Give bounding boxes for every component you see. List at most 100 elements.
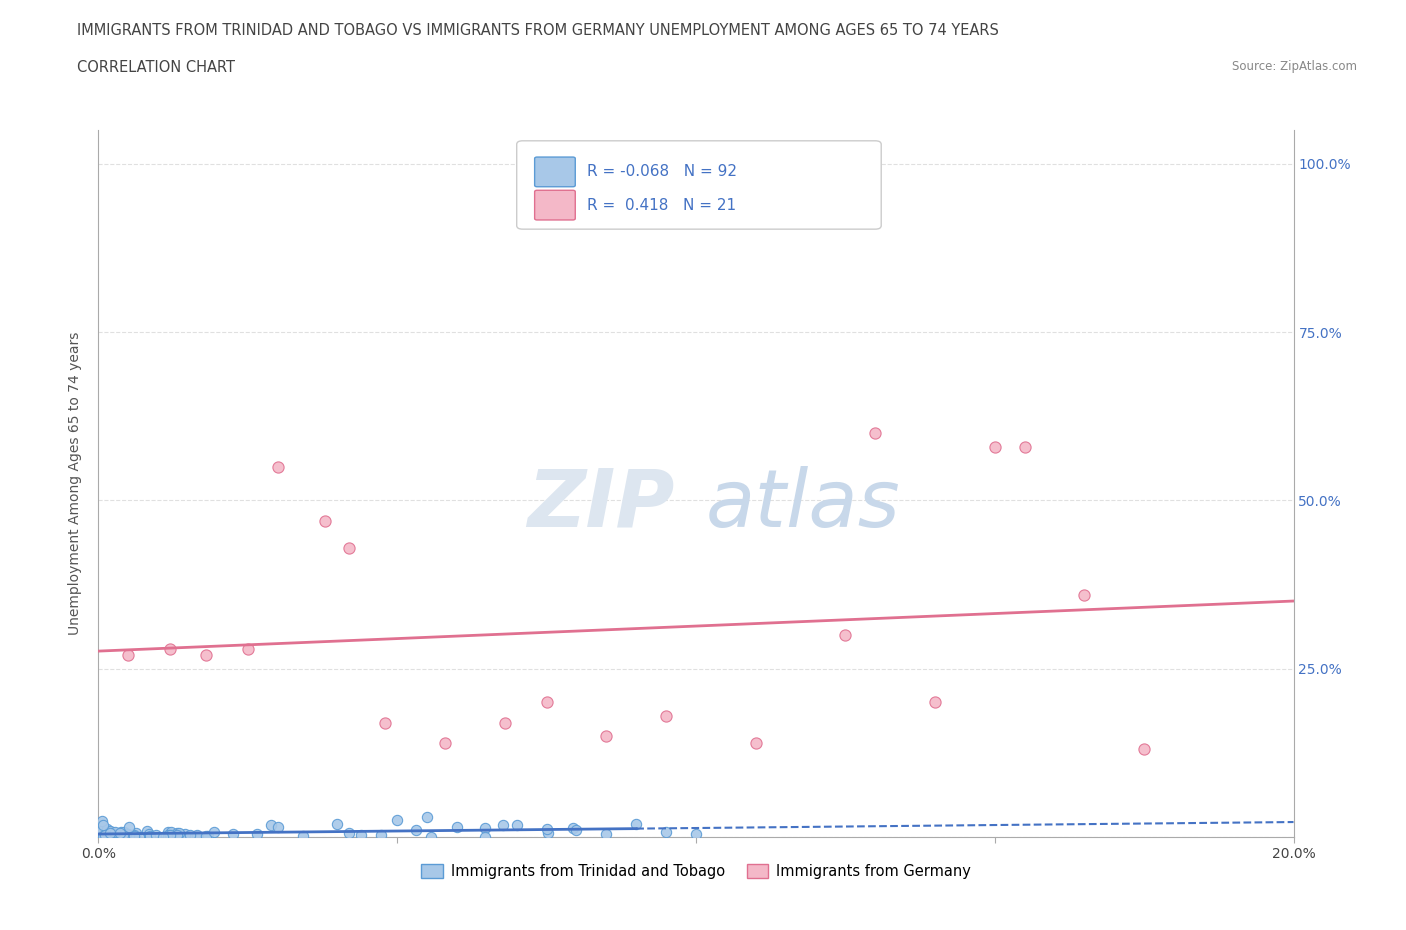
Point xyxy=(267,819,290,834)
Point xyxy=(105,827,128,842)
Point xyxy=(156,825,179,840)
Point xyxy=(105,829,128,844)
Point xyxy=(96,822,118,837)
Point xyxy=(98,826,121,841)
Legend: Immigrants from Trinidad and Tobago, Immigrants from Germany: Immigrants from Trinidad and Tobago, Imm… xyxy=(422,864,970,879)
Point xyxy=(120,828,142,843)
Point xyxy=(166,829,188,844)
Point xyxy=(138,829,160,844)
Point xyxy=(152,830,174,844)
Point xyxy=(561,821,583,836)
Text: CORRELATION CHART: CORRELATION CHART xyxy=(77,60,235,75)
Text: atlas: atlas xyxy=(706,466,901,544)
Point xyxy=(118,819,141,834)
Point xyxy=(195,648,218,663)
Point xyxy=(87,829,110,844)
Point xyxy=(222,827,245,842)
Point xyxy=(924,695,946,710)
Point xyxy=(104,825,127,840)
Point xyxy=(96,826,118,841)
Point xyxy=(236,641,259,656)
Point xyxy=(834,628,856,643)
Point xyxy=(337,826,360,841)
Text: Source: ZipAtlas.com: Source: ZipAtlas.com xyxy=(1232,60,1357,73)
Point xyxy=(169,828,191,843)
Point xyxy=(159,641,181,656)
FancyBboxPatch shape xyxy=(534,191,575,220)
Point xyxy=(107,827,129,842)
Text: R =  0.418   N = 21: R = 0.418 N = 21 xyxy=(588,197,737,213)
Point xyxy=(326,817,349,831)
Point xyxy=(156,828,179,843)
Point xyxy=(474,820,496,835)
Point xyxy=(114,827,136,842)
Point xyxy=(166,825,188,840)
Point xyxy=(138,827,160,842)
Point xyxy=(91,829,114,844)
Point xyxy=(90,824,112,839)
Point xyxy=(125,826,148,841)
Point xyxy=(385,813,409,828)
Point xyxy=(93,817,115,832)
Point xyxy=(267,459,290,474)
Point xyxy=(167,825,190,840)
Point xyxy=(565,823,588,838)
Point xyxy=(107,829,129,844)
Point xyxy=(145,828,167,843)
Point xyxy=(111,826,134,841)
Point xyxy=(93,830,115,844)
Point xyxy=(179,828,201,843)
Point xyxy=(291,829,314,844)
Point xyxy=(260,817,283,832)
Point xyxy=(110,825,132,840)
Point xyxy=(100,825,122,840)
Point xyxy=(506,817,529,832)
Point xyxy=(339,540,361,555)
Point xyxy=(1073,587,1095,602)
Point xyxy=(91,813,114,828)
Point xyxy=(374,715,396,730)
Point xyxy=(114,829,136,844)
Point xyxy=(100,824,122,839)
Point xyxy=(160,825,183,840)
Point xyxy=(246,827,269,842)
Point xyxy=(685,826,707,841)
Point xyxy=(315,513,337,528)
Point xyxy=(117,827,139,842)
Point xyxy=(536,695,558,710)
Point xyxy=(100,825,122,840)
Point xyxy=(370,828,392,843)
Point xyxy=(94,829,117,844)
Point xyxy=(537,826,560,841)
Point xyxy=(446,819,468,834)
Point xyxy=(173,827,195,842)
Point xyxy=(865,426,887,441)
Point xyxy=(172,830,194,844)
Point xyxy=(491,818,513,833)
Point xyxy=(745,736,768,751)
Point xyxy=(1133,742,1156,757)
Point xyxy=(474,830,496,844)
Point xyxy=(112,828,135,843)
Point xyxy=(434,736,457,751)
Point xyxy=(202,824,225,839)
Point xyxy=(124,829,146,844)
Point xyxy=(595,728,617,743)
Point xyxy=(98,825,121,840)
Point xyxy=(108,826,131,841)
Point xyxy=(536,821,558,836)
Text: ZIP: ZIP xyxy=(527,466,673,544)
FancyBboxPatch shape xyxy=(534,157,575,187)
Point xyxy=(626,817,648,831)
FancyBboxPatch shape xyxy=(517,140,882,229)
Point xyxy=(115,829,138,844)
Point xyxy=(112,824,135,839)
Text: IMMIGRANTS FROM TRINIDAD AND TOBAGO VS IMMIGRANTS FROM GERMANY UNEMPLOYMENT AMON: IMMIGRANTS FROM TRINIDAD AND TOBAGO VS I… xyxy=(77,23,1000,38)
Point xyxy=(420,830,443,844)
Point xyxy=(416,809,439,824)
Point xyxy=(350,828,373,843)
Point xyxy=(157,830,180,844)
Text: R = -0.068   N = 92: R = -0.068 N = 92 xyxy=(588,165,737,179)
Point xyxy=(136,824,159,839)
Point xyxy=(186,828,208,843)
